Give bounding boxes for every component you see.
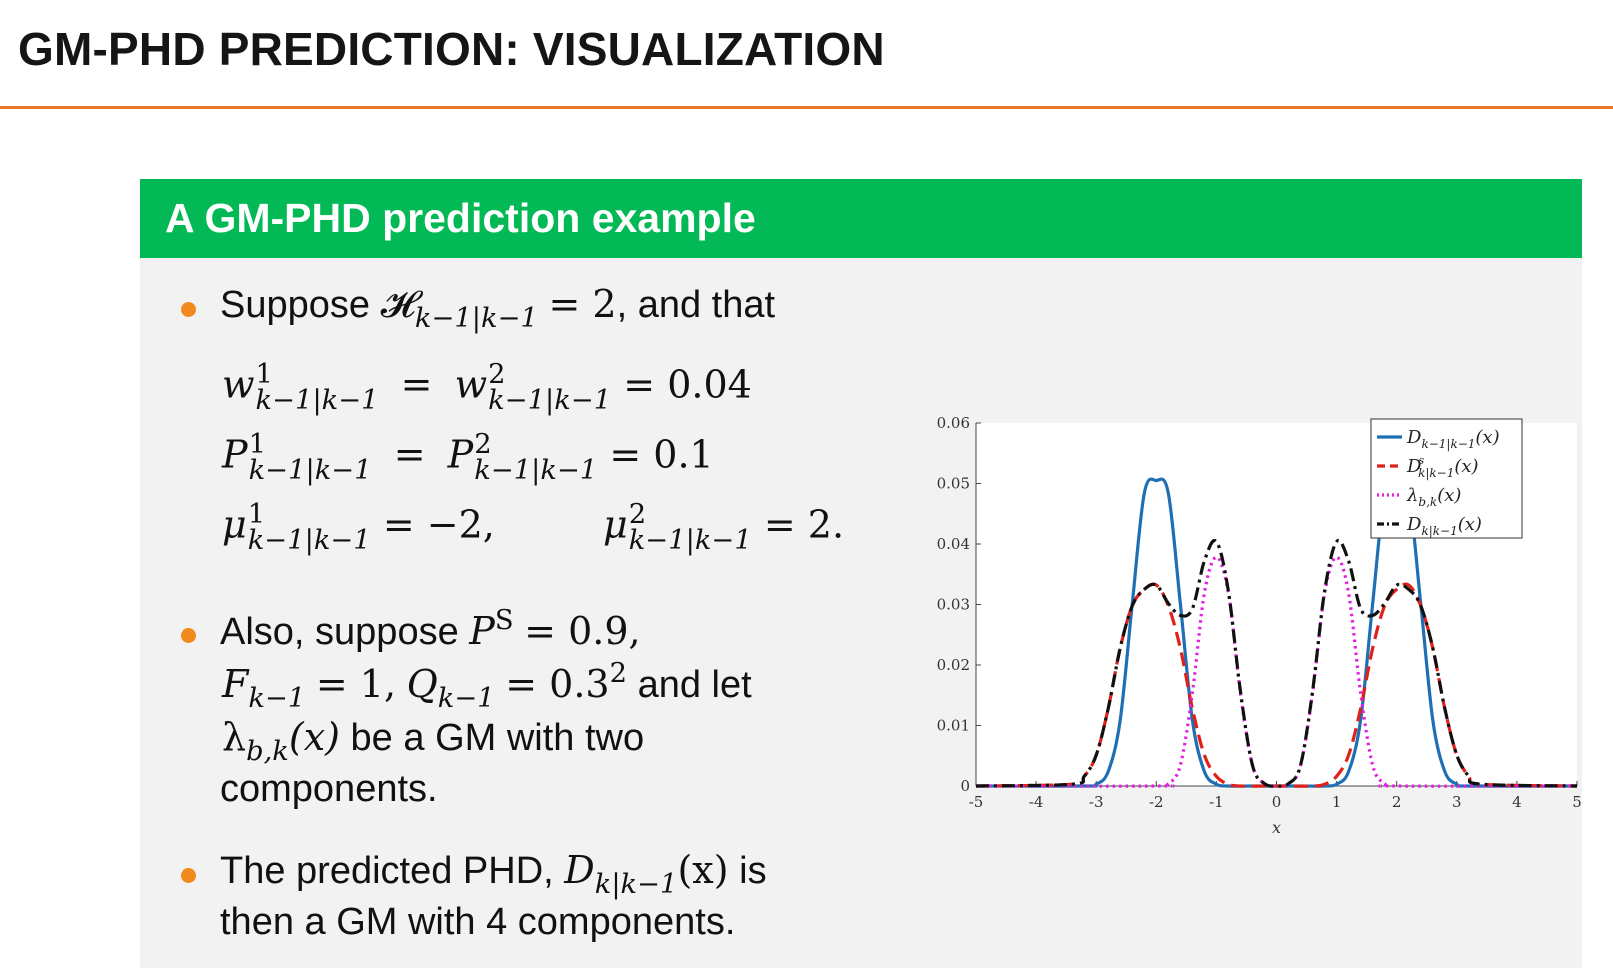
- ps-value: = 0.9,: [524, 609, 641, 653]
- mu-sub-1: k−1|k−1: [247, 524, 371, 556]
- ps-symbol: PS: [469, 605, 513, 653]
- bullet-dot: [181, 628, 196, 643]
- p-sub-2: k−1|k−1: [474, 454, 598, 486]
- x-tick-label: 2: [1392, 793, 1402, 811]
- mu-value-2: = 2.: [763, 502, 845, 547]
- q-sup: 2: [609, 657, 628, 689]
- lambda-symbol: λb,k(x): [222, 715, 340, 767]
- w-value: = 0.04: [623, 362, 752, 407]
- ps-sup: S: [494, 604, 514, 636]
- w-sym-1: w: [222, 362, 255, 407]
- y-tick-label: 0.04: [937, 535, 970, 553]
- bullet-dot: [181, 868, 196, 883]
- legend-box: [1370, 418, 1523, 539]
- p-sup-2: 2: [474, 429, 492, 460]
- y-tick-label: 0.05: [937, 475, 970, 493]
- w-sup-1: 1: [255, 359, 273, 390]
- block-title: A GM-PHD prediction example: [140, 179, 1582, 258]
- w-sym-2: w: [454, 362, 488, 407]
- p-sym-1: P: [222, 432, 248, 477]
- x-tick-label: 3: [1452, 793, 1462, 811]
- bullet-dot: [181, 302, 196, 317]
- x-tick-label: 5: [1572, 793, 1582, 811]
- legend-entry-3: λb,k(x): [1406, 485, 1461, 509]
- q-sym: Q: [406, 662, 438, 706]
- w-sub-1: k−1|k−1: [255, 384, 379, 416]
- h-sub: k−1|k−1: [414, 303, 538, 335]
- bullet-2-line-3: λb,k(x) be a GM with two: [222, 715, 645, 767]
- d-arg: (x): [677, 848, 729, 892]
- legend-entry-1: Dk−1|k−1(x): [1406, 427, 1500, 451]
- mu-sym-1: μ: [222, 502, 247, 547]
- bullet-2-gm-text: be a GM with two: [350, 717, 645, 759]
- lambda-sub: b,k: [246, 736, 289, 768]
- x-axis-label: x: [1272, 818, 1281, 837]
- covariance-equation: P 1 k−1|k−1 = P 2 k−1|k−1 = 0.1: [222, 429, 714, 486]
- f-symbol: Fk−1: [222, 662, 305, 714]
- bullet-3-line-2: then a GM with 4 components.: [220, 901, 736, 943]
- q-value-num: = 0.3: [505, 662, 610, 706]
- mu-sup-1: 1: [247, 499, 266, 530]
- lambda-arg: (x): [288, 715, 340, 759]
- x-tick-label: -4: [1029, 793, 1044, 811]
- f-sym: F: [222, 662, 249, 706]
- h-sym: 𝓗: [380, 282, 415, 326]
- bullet-2-line-1: Also, suppose PS = 0.9,: [220, 605, 641, 654]
- y-tick-label: 0.02: [937, 656, 970, 674]
- q-value: = 0.32: [505, 658, 627, 706]
- slide-title: GM-PHD PREDICTION: VISUALIZATION: [18, 23, 885, 75]
- f-value: = 1,: [315, 662, 397, 706]
- x-tick-label: -3: [1089, 793, 1104, 811]
- p-sub-1: k−1|k−1: [248, 454, 372, 486]
- x-tick-label: 4: [1512, 793, 1522, 811]
- x-tick-label: 1: [1332, 793, 1342, 811]
- bullet-2-line-4: components.: [220, 768, 438, 810]
- mu-sym-2: μ: [603, 502, 628, 547]
- mu-sub-2: k−1|k−1: [628, 524, 752, 556]
- x-tick-label: -2: [1149, 793, 1164, 811]
- bullet-3-is: is: [739, 850, 767, 892]
- h-symbol: 𝓗k−1|k−1: [380, 282, 538, 334]
- bullet-3-line-1: The predicted PHD, Dk|k−1(x) is: [220, 848, 767, 900]
- title-divider: [0, 106, 1613, 109]
- x-tick-label: -1: [1209, 793, 1224, 811]
- bullet-1-text-post: , and that: [616, 284, 776, 326]
- p-sup-1: 1: [248, 429, 266, 460]
- y-tick-label: 0.03: [937, 596, 970, 614]
- w-sub-2: k−1|k−1: [488, 384, 612, 416]
- d-sym: D: [564, 848, 595, 892]
- h-value: = 2: [548, 282, 617, 326]
- bullet-1-line: Suppose 𝓗k−1|k−1 = 2, and that: [220, 282, 776, 334]
- bullet-1-text-pre: Suppose: [220, 284, 371, 326]
- y-tick-label: 0.06: [937, 414, 970, 432]
- phd-chart: -5 -4 -3 -2 -1 0 1 2 3 4 5 0 0.01 0.02 0.03 0.04 0.05 0.0…: [937, 414, 1582, 837]
- lambda-sym: λ: [222, 715, 247, 759]
- mean-equation-1: μ 1 k−1|k−1 = −2,: [222, 499, 495, 556]
- mu-value-1: = −2,: [382, 502, 495, 547]
- weights-equation: w 1 k−1|k−1 = w 2 k−1|k−1 = 0.04: [222, 359, 752, 416]
- p-sym-2: P: [447, 432, 474, 477]
- mean-equation-2: μ 2 k−1|k−1 = 2.: [603, 499, 845, 556]
- q-sub: k−1: [437, 683, 495, 715]
- bullet-3-text: The predicted PHD,: [220, 850, 554, 892]
- p-value: = 0.1: [609, 432, 714, 477]
- q-symbol: Qk−1: [406, 662, 495, 714]
- mu-sup-2: 2: [628, 499, 647, 530]
- x-tick-label: 0: [1272, 793, 1282, 811]
- bullet-2-line-2: Fk−1 = 1, Qk−1 = 0.32 and let: [222, 658, 752, 714]
- legend-entry-2: Ds k|k−1(x): [1406, 454, 1479, 480]
- legend-entry-4: Dk|k−1(x): [1406, 514, 1482, 538]
- x-tick-label: -5: [969, 793, 984, 811]
- ps-sym: P: [469, 609, 495, 653]
- bullet-2-and-let: and let: [637, 664, 752, 706]
- d-symbol: Dk|k−1(x): [564, 848, 729, 900]
- bullet-2-text: Also, suppose: [220, 611, 459, 653]
- d-sub: k|k−1: [594, 869, 678, 901]
- f-sub: k−1: [248, 683, 306, 715]
- y-tick-label: 0: [960, 777, 970, 795]
- y-tick-label: 0.01: [937, 717, 970, 735]
- w-sup-2: 2: [488, 359, 506, 390]
- series-line-4: [975, 538, 1578, 788]
